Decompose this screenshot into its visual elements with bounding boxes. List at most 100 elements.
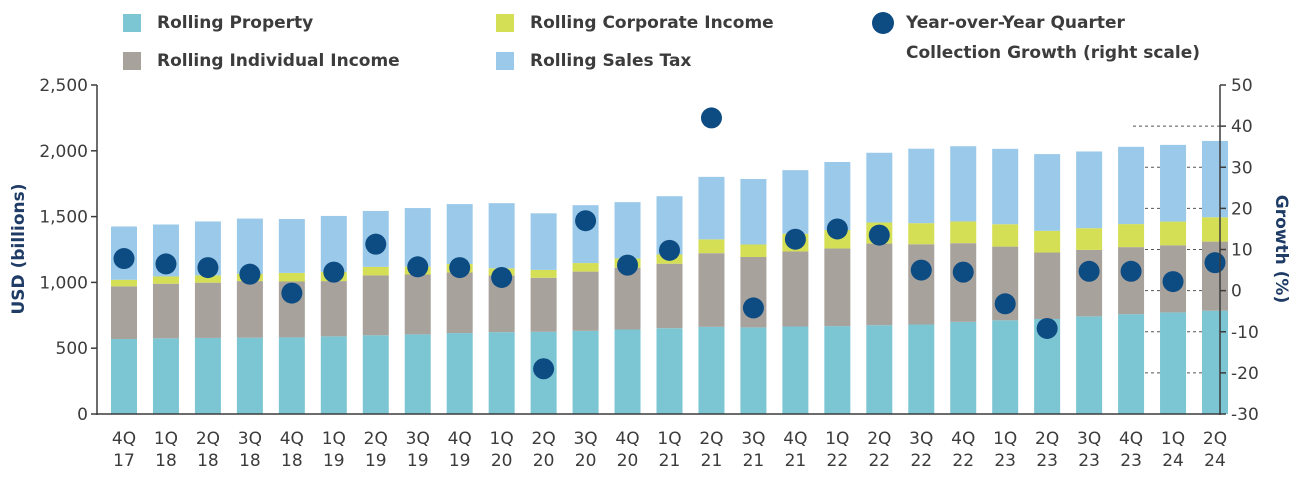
x-tick-label: 21 [743,451,765,471]
x-tick-label: 24 [1204,451,1226,471]
left-tick-label: 1,500 [39,208,88,228]
bar-segment-corporate [698,239,725,254]
x-tick-label: 3Q [238,429,262,449]
bar-segment-corporate [950,221,977,244]
legend-label-growth-1: Year-over-Year Quarter [906,13,1125,33]
x-tick-label: 2Q [1203,429,1227,449]
legend-label-property: Rolling Property [157,13,314,33]
growth-point [491,266,513,288]
growth-point [1078,260,1100,282]
x-tick-label: 2Q [196,429,220,449]
growth-point [784,228,806,250]
bar-segment-sales [908,148,935,224]
x-tick-label: 19 [365,451,387,471]
bar-segment-individual [111,286,137,339]
bar-segment-corporate [1202,217,1228,242]
x-tick-label: 18 [281,451,303,471]
x-tick-label: 22 [827,451,849,471]
bar-segment-sales [1034,154,1061,231]
growth-point [868,224,890,246]
x-tick-label: 23 [1120,451,1142,471]
bar-segment-sales [740,178,767,245]
axes: 0 500 1,000 1,500 2,000 2,500 -30 -20 -10 0 10 20 30… [39,76,1258,471]
bar-segment-corporate [740,244,767,258]
bar-segment-sales [614,202,641,259]
growth-point [742,297,764,319]
x-tick-label: 4Q [615,429,639,449]
bar-segment-sales [530,213,557,270]
x-tick-label: 4Q [112,429,136,449]
x-tick-label: 1Q [490,429,514,449]
left-tick-label: 2,500 [39,76,88,96]
x-tick-label: 4Q [280,429,304,449]
property-swatch [123,14,141,32]
bar-segment-corporate [1076,228,1103,250]
growth-point [533,358,555,380]
left-tick-label: 2,000 [39,142,88,162]
right-tick-label: -20 [1231,364,1259,384]
bar-segment-property [656,328,683,414]
x-tick-label: 3Q [741,429,765,449]
bar-segment-individual [572,271,599,331]
bar-segment-individual [1202,241,1228,311]
x-tick-label: 23 [994,451,1016,471]
bar-segment-individual [656,263,683,329]
growth-point [826,218,848,240]
x-tick-label: 18 [239,451,261,471]
x-tick-label: 3Q [909,429,933,449]
bar-segment-property [782,326,809,414]
bar-segment-sales [1160,144,1187,222]
bar-segment-property [362,335,389,414]
x-tick-label: 20 [575,451,597,471]
bar-segment-property [1160,312,1187,414]
bar-segment-individual [236,281,263,338]
bar-segment-property [740,327,767,414]
right-tick-label: 20 [1231,199,1253,219]
growth-point [617,254,639,276]
x-tick-label: 1Q [322,429,346,449]
x-tick-label: 24 [1162,451,1184,471]
bar-segment-property [1118,314,1145,414]
bar-segment-sales [698,176,725,240]
bar-segment-sales [488,203,515,269]
bar-segment-sales [1076,151,1103,229]
bar-segment-property [1076,316,1103,414]
x-tick-label: 23 [1078,451,1100,471]
bar-segment-corporate [908,223,935,245]
bar-segment-property [488,332,515,414]
growth-point [239,263,261,285]
growth-point [659,239,680,261]
x-tick-label: 4Q [951,429,975,449]
bar-segment-sales [1202,140,1228,218]
x-tick-label: 3Q [406,429,430,449]
right-tick-label: 50 [1231,76,1253,96]
growth-point [994,293,1016,315]
growth-dots [113,107,1226,380]
x-tick-label: 2Q [1035,429,1059,449]
bar-segment-corporate [152,276,179,284]
x-tick-label: 1Q [657,429,681,449]
bar-segment-property [614,329,641,414]
right-tick-label: 10 [1231,241,1253,261]
x-tick-label: 20 [617,451,639,471]
bar-segment-sales [866,152,893,223]
bar-segment-individual [782,251,809,327]
legend-label-corporate: Rolling Corporate Income [530,13,774,33]
bar-segment-individual [404,274,431,335]
growth-point [1120,260,1142,282]
x-tick-label: 3Q [573,429,597,449]
bar-segment-property [194,337,221,414]
x-tick-label: 1Q [1161,429,1185,449]
bar-segment-individual [698,253,725,327]
bar-segment-property [320,336,347,414]
bar-segment-individual [152,283,179,339]
bar-segment-property [866,325,893,414]
bar-segment-individual [530,277,557,332]
bar-segment-individual [866,243,893,326]
bar-segment-sales [278,218,305,273]
right-tick-label: 30 [1231,158,1253,178]
x-tick-label: 22 [952,451,974,471]
bar-segment-corporate [1160,221,1187,246]
bar-segment-property [236,337,263,414]
